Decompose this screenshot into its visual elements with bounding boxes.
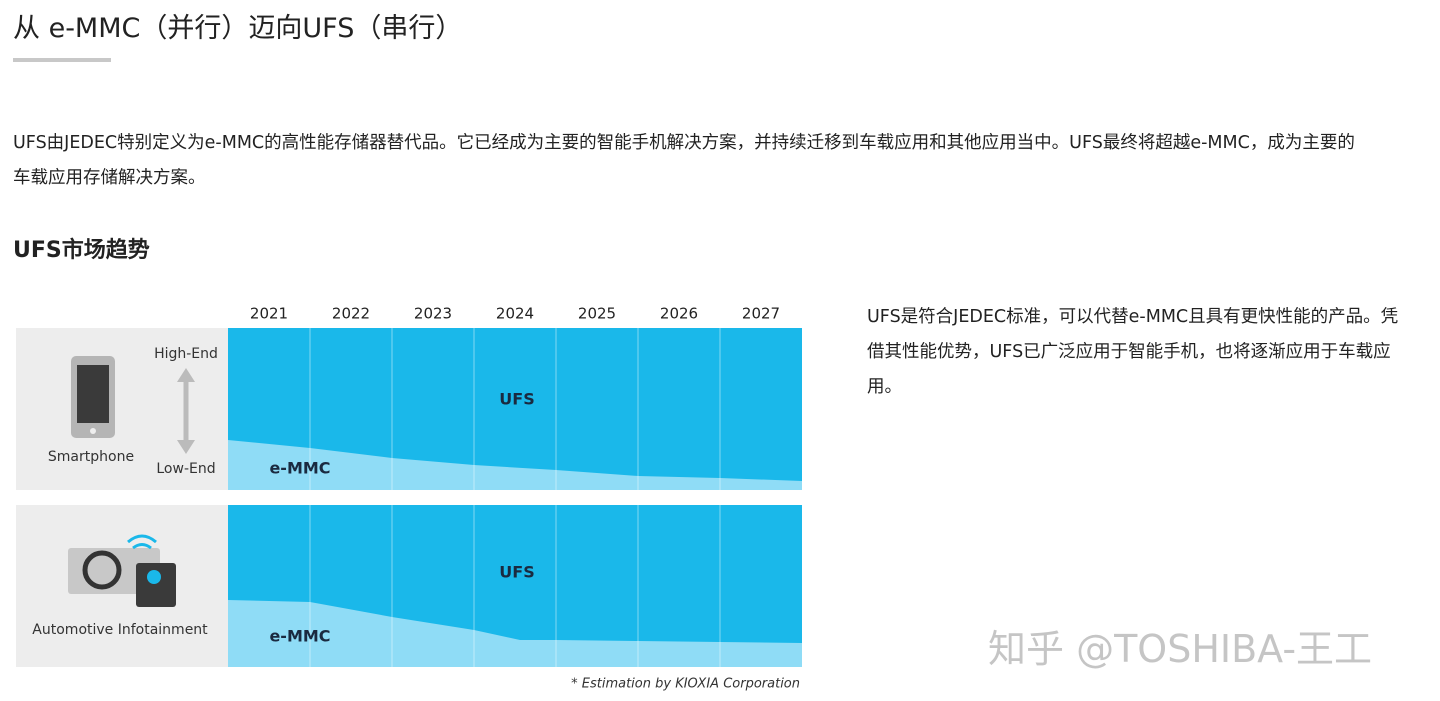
screen-icon bbox=[136, 563, 176, 607]
phone-button bbox=[90, 428, 96, 434]
year-label: 2022 bbox=[332, 305, 370, 323]
low-end-label: Low-End bbox=[156, 461, 215, 477]
section-heading: UFS市场趋势 bbox=[13, 238, 150, 263]
title-underline bbox=[13, 58, 111, 62]
steering-wheel bbox=[82, 550, 122, 590]
panel-bg bbox=[16, 328, 228, 490]
panel-label: Automotive Infotainment bbox=[32, 622, 208, 638]
arrow-head bbox=[177, 368, 195, 382]
ufs-label: UFS bbox=[499, 390, 534, 409]
year-label: 2025 bbox=[578, 305, 616, 323]
trend-diagram: 2021 2022 2023 2024 2025 2026 2027 Smartphone … bbox=[16, 305, 802, 692]
arrow-head bbox=[177, 440, 195, 454]
year-label: 2026 bbox=[660, 305, 698, 323]
emmc-area bbox=[228, 440, 802, 490]
phone-screen bbox=[77, 365, 109, 423]
footnote: * Estimation by KIOXIA Corporation bbox=[571, 677, 800, 692]
intro-paragraph: UFS由JEDEC特别定义为e-MMC的高性能存储器替代品。它已经成为主要的智能… bbox=[13, 133, 1355, 188]
emmc-area bbox=[228, 600, 802, 667]
ufs-label: UFS bbox=[499, 563, 534, 582]
year-label: 2023 bbox=[414, 305, 452, 323]
column-separators bbox=[309, 328, 721, 667]
emmc-label: e-MMC bbox=[269, 627, 330, 646]
high-end-label: High-End bbox=[154, 346, 218, 362]
wifi-icon bbox=[127, 534, 157, 550]
year-label: 2021 bbox=[250, 305, 288, 323]
watermark: 知乎 @TOSHIBA-王工 bbox=[988, 627, 1373, 671]
screen-dot bbox=[147, 570, 161, 584]
page-title: 从 e-MMC（并行）迈向UFS（串行） bbox=[13, 13, 463, 44]
year-label: 2027 bbox=[742, 305, 780, 323]
year-row: 2021 2022 2023 2024 2025 2026 2027 bbox=[250, 305, 780, 323]
panel-label: Smartphone bbox=[48, 449, 134, 465]
emmc-label: e-MMC bbox=[269, 459, 330, 478]
side-paragraph: UFS是符合JEDEC标准，可以代替e-MMC且具有更快性能的产品。凭借其性能优… bbox=[867, 307, 1399, 397]
year-label: 2024 bbox=[496, 305, 534, 323]
